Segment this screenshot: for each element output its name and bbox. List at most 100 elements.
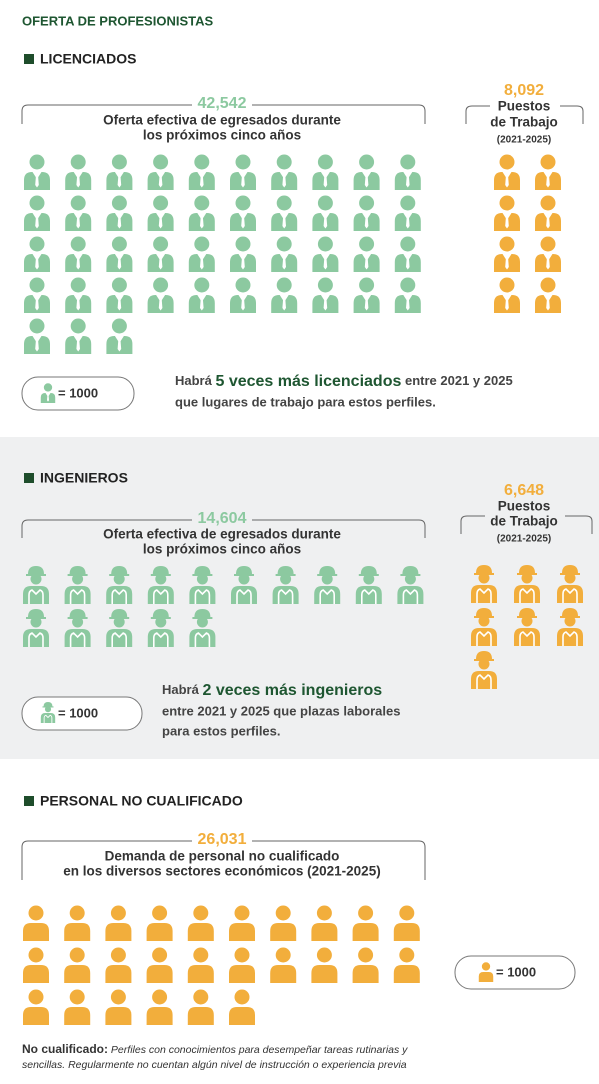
person-icon [271, 195, 298, 231]
note-text: Habrá [175, 373, 215, 388]
person-icon [105, 989, 132, 1025]
person-icon [494, 154, 520, 190]
section-title: LICENCIADOS [40, 51, 136, 67]
footnote-text: sencillas. Regularmente no cuentan algún… [22, 1059, 407, 1071]
person-icon [394, 195, 421, 231]
person-icon [352, 947, 379, 983]
person-icon [394, 277, 421, 313]
jobs-value: 6,648 [504, 482, 544, 499]
person-icon [24, 154, 50, 190]
person-icon [311, 947, 338, 983]
jobs-label: de Trabajo [490, 514, 558, 529]
person-icon [394, 236, 421, 272]
person-icon [270, 947, 297, 983]
footnote: No cualificado: Perfiles con conocimient… [22, 1042, 408, 1056]
person-icon [106, 236, 133, 272]
person-icon [64, 947, 91, 983]
person-icon [147, 154, 174, 190]
supply-label: en los diversos sectores económicos (202… [63, 864, 380, 879]
bracket [460, 515, 593, 534]
legend-text: = 1000 [58, 385, 98, 400]
person-icon [146, 989, 173, 1025]
person-icon [65, 154, 92, 190]
bracket [21, 104, 426, 124]
bullet [24, 473, 34, 483]
supply-label: los próximos cinco años [143, 542, 301, 557]
legend-text: = 1000 [58, 705, 98, 720]
person-icon [147, 195, 174, 231]
person-icon [311, 905, 338, 941]
person-icon [64, 905, 91, 941]
person-icon [494, 195, 520, 231]
person-icon [393, 947, 420, 983]
person-icon [535, 236, 561, 272]
note-highlight: 2 veces más ingenieros [202, 682, 382, 699]
person-icon [187, 905, 214, 941]
jobs-period: (2021-2025) [497, 534, 551, 545]
supply-label: Oferta efectiva de egresados durante [103, 113, 341, 128]
legend-text: = 1000 [496, 964, 536, 979]
note-text: Habrá [162, 682, 202, 697]
person-icon [146, 947, 173, 983]
jobs-label: Puestos [498, 99, 551, 114]
person-icon [187, 989, 214, 1025]
person-icon [188, 277, 215, 313]
person-icon [65, 318, 92, 354]
person-icon [23, 905, 49, 941]
person-icon [147, 277, 174, 313]
person-icon [24, 318, 50, 354]
person-icon [270, 905, 297, 941]
person-icon [353, 154, 380, 190]
person-icon [105, 947, 132, 983]
person-icon [535, 195, 561, 231]
person-icon [188, 236, 215, 272]
person-icon [230, 154, 256, 190]
person-icon [271, 277, 298, 313]
supply-label: Demanda de personal no cualificado [105, 849, 340, 864]
note-text: para estos perfiles. [162, 723, 281, 738]
person-icon [106, 277, 133, 313]
section-title: INGENIEROS [40, 470, 128, 486]
bracket [21, 840, 426, 880]
section-title: PERSONAL NO CUALIFICADO [40, 793, 243, 809]
bullet [24, 796, 34, 806]
person-icon [312, 195, 339, 231]
person-icon [312, 277, 339, 313]
supply-value: 26,031 [198, 831, 247, 848]
person-icon [64, 989, 91, 1025]
person-icon [65, 195, 92, 231]
jobs-period: (2021-2025) [497, 135, 551, 146]
bracket [21, 519, 426, 538]
person-icon [312, 154, 339, 190]
person-icon [187, 947, 214, 983]
person-icon [106, 318, 133, 354]
note: Habrá 2 veces más ingenieros [162, 682, 382, 699]
jobs-value: 8,092 [504, 82, 544, 99]
page-title: OFERTA DE PROFESIONISTAS [22, 13, 213, 28]
person-icon [353, 195, 380, 231]
person-icon [535, 277, 561, 313]
person-icon [65, 236, 92, 272]
note-text: que lugares de trabajo para estos perfil… [175, 394, 436, 409]
person-icon [229, 905, 255, 941]
person-icon [106, 195, 133, 231]
person-icon [106, 154, 133, 190]
person-icon [394, 154, 421, 190]
person-icon [494, 277, 520, 313]
person-icon [271, 236, 298, 272]
bullet [24, 54, 34, 64]
person-icon [312, 236, 339, 272]
person-icon [188, 154, 215, 190]
supply-value: 42,542 [198, 95, 247, 112]
person-icon [229, 989, 255, 1025]
person-icon [229, 947, 255, 983]
person-icon [24, 277, 50, 313]
supply-label: los próximos cinco años [143, 128, 301, 143]
person-icon [230, 195, 256, 231]
footnote-term: No cualificado: [22, 1042, 108, 1056]
note: Habrá 5 veces más licenciados entre 2021… [175, 373, 513, 390]
person-icon [188, 195, 215, 231]
note-highlight: 5 veces más licenciados [215, 373, 401, 390]
person-icon [393, 905, 420, 941]
